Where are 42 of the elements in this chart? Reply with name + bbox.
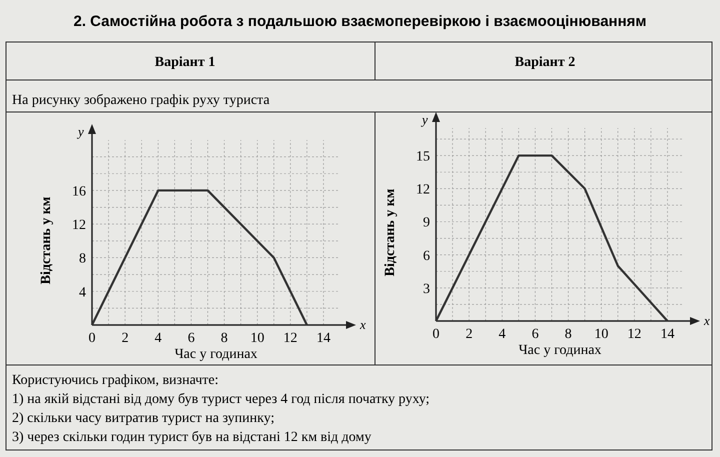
x-tick-label: 14: [660, 327, 674, 342]
y-tick-label: 12: [416, 182, 430, 198]
y-tick-label: 9: [423, 216, 430, 231]
x-tick-label: 12: [627, 327, 642, 342]
y-tick-label: 8: [79, 252, 86, 267]
text: y: [76, 124, 84, 139]
x-tick-label: 2: [122, 331, 129, 346]
x-tick-label: 2: [466, 327, 473, 342]
text: y: [420, 112, 428, 127]
x-axis-title: Час у годинах: [518, 343, 602, 358]
x-tick-label: 0: [88, 331, 96, 346]
x-tick-label: 10: [594, 327, 608, 342]
y-tick-label: 12: [72, 218, 86, 234]
y-tick-label: 16: [72, 184, 86, 200]
x-tick-label: 8: [564, 327, 572, 342]
x-tick-label: 14: [316, 331, 330, 346]
y-tick-label: 3: [423, 282, 430, 297]
y-tick-label: 6: [423, 248, 430, 264]
x-tick-label: 6: [532, 327, 539, 342]
x-tick-label: 0: [432, 327, 440, 342]
y-tick-label: 4: [79, 285, 86, 300]
text: На рисунку зображено графік руху туриста: [12, 93, 270, 108]
x-tick-label: 8: [220, 331, 228, 346]
text: 1) на якій відстані від дому був турист через 4 год після початку руху;: [12, 392, 430, 407]
y-tick-label: 15: [416, 150, 430, 165]
chart-subtitle: Варіант 1: [154, 55, 216, 70]
y-axis-title: Відстань у км: [383, 188, 398, 276]
text: Користуючись графіком, визначте:: [12, 373, 218, 388]
x-tick-label: 6: [188, 331, 195, 346]
chart-subtitle: Варіант 2: [514, 55, 576, 70]
text: 3) через скільки годин турист був на відстані 12 км від дому: [12, 430, 372, 445]
text: x: [359, 317, 366, 332]
x-tick-label: 12: [283, 331, 298, 346]
x-tick-label: 10: [250, 331, 264, 346]
text: x: [703, 313, 710, 328]
line-series: [434, 154, 669, 322]
x-tick-label: 4: [498, 327, 506, 342]
x-axis-title: Час у годинах: [174, 347, 258, 362]
x-tick-label: 4: [154, 331, 162, 346]
chart-title: 2. Самостійна робота з подальшою взаємоперевіркою і взаємооцінюванням: [73, 13, 647, 30]
text: 2) скільки часу витратив турист на зупинку;: [12, 411, 274, 426]
y-axis-title: Відстань у км: [39, 196, 54, 284]
